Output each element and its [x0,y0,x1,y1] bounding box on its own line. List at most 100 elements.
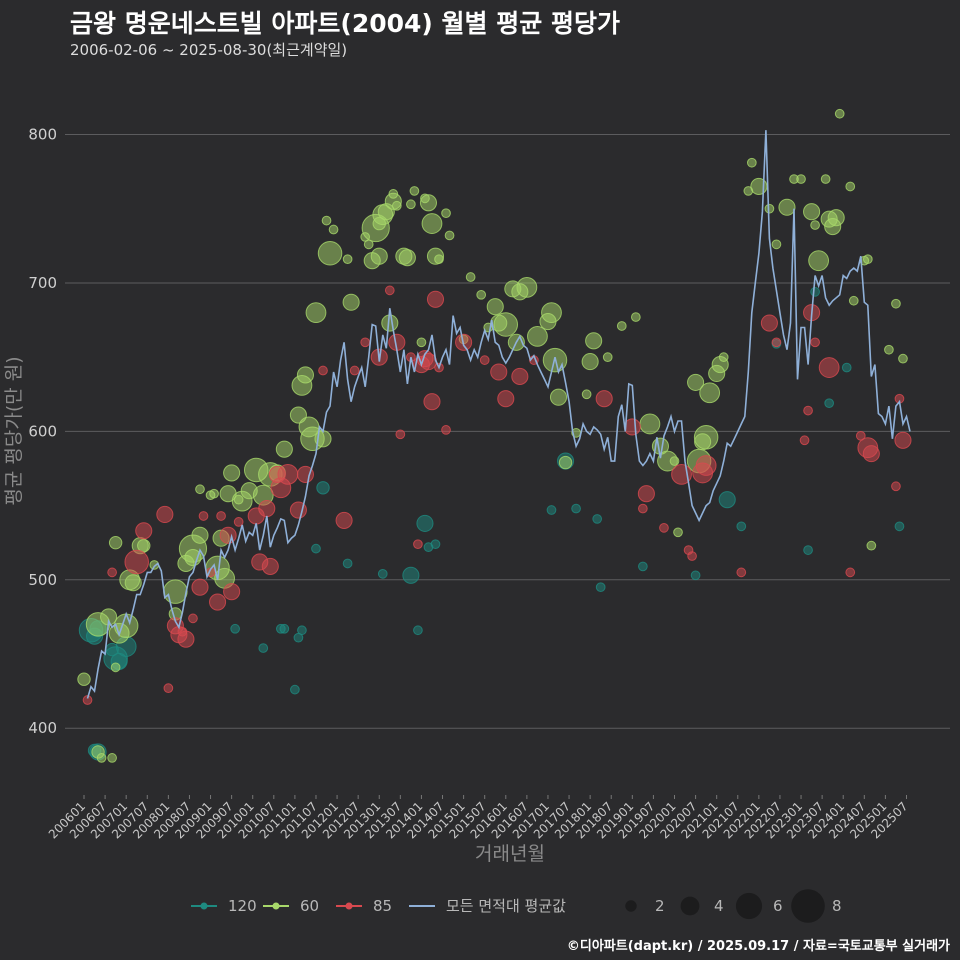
data-point-85 [349,365,360,376]
legend-dot [345,902,353,910]
grid-lines [65,134,950,729]
data-point-60 [110,662,121,673]
average-line [86,130,911,699]
data-point-60 [305,302,327,324]
data-point-60 [416,337,427,348]
data-point-60 [630,312,641,322]
data-point-85 [360,337,371,348]
data-point-60 [296,366,314,384]
data-point-60 [687,373,705,391]
legend: 120 60 85 모든 면적대 평균값 2 4 6 8 [191,889,842,923]
legend-size-label: 4 [714,897,724,915]
data-point-60 [275,440,293,458]
data-point-60 [834,108,845,119]
data-point-120 [430,539,441,550]
data-point-85 [335,511,353,529]
data-point-60 [441,208,451,219]
data-point-85 [760,314,778,332]
legend-dot [272,902,280,910]
data-point-85 [258,499,276,518]
data-point-60 [585,332,603,350]
data-point-60 [465,272,476,282]
data-point-60 [328,224,339,235]
data-point-60 [771,239,782,250]
data-point-120 [311,543,321,554]
data-point-85 [423,393,441,411]
data-point-85 [209,593,227,611]
data-point-85 [233,517,244,527]
data-point-120 [595,582,606,593]
data-point-60 [398,249,416,267]
data-point-60 [421,213,443,234]
data-point-60 [107,753,117,763]
legend-label: 60 [300,897,319,915]
data-point-85 [135,522,153,540]
legend-label: 모든 면적대 평균값 [446,897,566,915]
data-point-120 [841,362,852,373]
data-point-85 [261,557,279,575]
data-point-60 [321,215,332,226]
data-point-85 [124,549,149,575]
data-point-85 [695,455,717,476]
data-point-85 [107,567,117,578]
data-point-85 [687,551,697,561]
data-point-120 [342,558,353,569]
data-point-85 [799,435,810,446]
y-tick-label: 800 [28,126,57,144]
y-tick-label: 400 [28,719,57,737]
data-point-120 [402,566,420,584]
data-point-120 [718,491,736,509]
y-tick-label: 700 [28,274,57,292]
data-point-85 [198,511,209,521]
data-point-85 [441,425,451,435]
y-axis-title: 평균 평당가(만 원) [3,356,25,505]
data-point-85 [156,505,174,524]
data-point-60 [406,199,416,210]
data-point-60 [516,277,538,298]
x-axis-ticks: 2006012006072007012007072008012008072009… [46,795,911,842]
scatter-points [77,108,912,763]
data-point-120 [413,625,423,636]
data-point-120 [297,625,307,636]
data-point-85 [637,485,655,503]
data-point-60 [124,574,142,592]
data-point-60 [669,456,680,466]
data-point-120 [279,623,290,634]
data-point-60 [796,174,806,184]
data-point-60 [370,247,388,265]
y-tick-label: 500 [28,571,57,589]
data-point-60 [898,353,908,364]
data-point-85 [595,390,613,408]
data-point-60 [223,464,241,482]
chart-subtitle: 2006-02-06 ~ 2025-08-30(최근계약일) [70,41,348,59]
data-point-60 [527,325,548,347]
data-point-60 [848,295,859,306]
data-point-60 [493,312,519,337]
legend-size-circle [791,889,825,923]
data-point-120 [290,684,300,695]
data-point-60 [673,527,683,538]
data-point-60 [108,535,123,550]
data-point-60 [602,352,613,363]
legend-size-circle [625,900,637,912]
data-point-85 [216,511,226,521]
data-point-85 [426,290,445,308]
data-point-60 [693,425,719,450]
data-point-120 [810,287,820,297]
legend-size-circle [680,896,700,916]
legend-size-label: 6 [773,897,783,915]
data-point-60 [808,250,830,272]
data-point-85 [177,630,195,648]
data-point-85 [803,405,813,416]
data-point-60 [476,289,487,300]
data-point-60 [113,613,139,639]
data-point-60 [444,230,455,241]
data-point-85 [638,503,648,514]
data-point-60 [581,389,592,400]
data-point-60 [746,157,757,168]
data-point-85 [818,357,840,378]
data-point-60 [862,254,873,265]
data-point-60 [342,293,360,311]
data-point-60 [558,455,573,470]
data-point-85 [163,683,174,693]
